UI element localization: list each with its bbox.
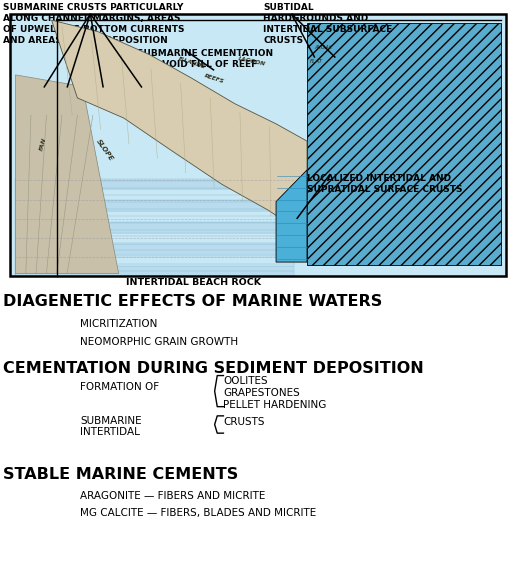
Text: FLAT: FLAT [310, 59, 322, 65]
Polygon shape [15, 266, 294, 276]
Text: ARAGONITE — FIBERS AND MICRITE: ARAGONITE — FIBERS AND MICRITE [80, 491, 265, 501]
Polygon shape [15, 75, 119, 274]
Polygon shape [15, 211, 294, 222]
Text: CRUSTS: CRUSTS [223, 416, 264, 427]
Text: STABLE MARINE CEMENTS: STABLE MARINE CEMENTS [3, 467, 238, 482]
Text: OOLITES: OOLITES [223, 376, 267, 385]
Polygon shape [15, 200, 294, 211]
Polygon shape [52, 20, 307, 236]
Text: ALGAL: ALGAL [315, 45, 333, 50]
Text: FORMATION OF: FORMATION OF [80, 382, 159, 392]
Text: ISLANDS: ISLANDS [178, 56, 207, 70]
Text: MG CALCITE — FIBERS, BLADES AND MICRITE: MG CALCITE — FIBERS, BLADES AND MICRITE [80, 508, 316, 518]
Text: CEMENTATION DURING SEDIMENT DEPOSITION: CEMENTATION DURING SEDIMENT DEPOSITION [3, 361, 423, 376]
Text: SUBTIDAL
HARDGROUNDS AND
INTERTIDAL SUBSURFACE
CRUSTS: SUBTIDAL HARDGROUNDS AND INTERTIDAL SUBS… [263, 3, 392, 45]
Text: SUBMARINE CEMENTATION
AND VOID FILL OF REEF: SUBMARINE CEMENTATION AND VOID FILL OF R… [137, 49, 273, 69]
Polygon shape [307, 23, 501, 265]
Text: NEOMORPHIC GRAIN GROWTH: NEOMORPHIC GRAIN GROWTH [80, 337, 238, 347]
Polygon shape [15, 222, 294, 233]
Polygon shape [15, 233, 294, 244]
Text: INTERTIDAL BEACH ROCK: INTERTIDAL BEACH ROCK [126, 278, 261, 287]
Polygon shape [276, 170, 307, 262]
Text: PELLET HARDENING: PELLET HARDENING [223, 400, 326, 410]
Text: LOCALIZED INTERTIDAL AND
SUPRATIDAL SURFACE CRUSTS: LOCALIZED INTERTIDAL AND SUPRATIDAL SURF… [307, 174, 462, 194]
Polygon shape [10, 14, 506, 276]
Polygon shape [15, 190, 294, 200]
Text: SLOPE: SLOPE [95, 138, 115, 162]
Polygon shape [15, 244, 294, 255]
Text: MICRITIZATION: MICRITIZATION [80, 319, 157, 328]
Text: REEFS: REEFS [204, 73, 225, 85]
Polygon shape [15, 179, 294, 190]
Polygon shape [15, 255, 294, 266]
Text: GRAPESTONES: GRAPESTONES [223, 388, 300, 397]
Text: FAN: FAN [39, 137, 47, 151]
Text: DIAGENETIC EFFECTS OF MARINE WATERS: DIAGENETIC EFFECTS OF MARINE WATERS [3, 294, 382, 309]
Text: SUBMARINE CRUSTS PARTICULARLY
ALONG CHANNEL MARGINS, AREAS
OF UPWELLING BOTTOM C: SUBMARINE CRUSTS PARTICULARLY ALONG CHAN… [3, 3, 184, 45]
Text: SUBMARINE
INTERTIDAL: SUBMARINE INTERTIDAL [80, 416, 141, 438]
Text: LAGOON: LAGOON [237, 56, 266, 67]
